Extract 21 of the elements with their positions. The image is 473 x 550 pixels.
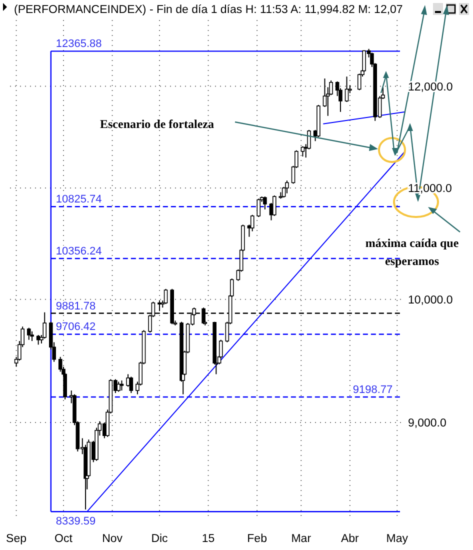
ref-line-label: 9198.77 xyxy=(352,384,393,396)
ref-line-label: 9881.78 xyxy=(56,300,96,312)
ref-line-label: 10356.24 xyxy=(56,245,102,258)
chart-title: (PERFORMANCEINDEX) - Fin de día 1 días H: 11:53 A: 11,994.82 M: 12,07 xyxy=(14,4,403,16)
ref-line-label: 12365.88 xyxy=(56,38,102,50)
x-tick-label: Dic xyxy=(151,533,168,545)
y-tick-label: 10,000.0 xyxy=(408,294,453,306)
x-tick-label: Feb xyxy=(247,533,267,545)
x-tick-label: Oct xyxy=(54,533,74,545)
x-tick-label: Nov xyxy=(102,533,123,545)
x-tick-label: May xyxy=(386,533,408,545)
ref-line-label: 9706.42 xyxy=(56,321,96,334)
annotation: máxima caída que esperamos xyxy=(365,236,460,268)
x-tick-label: Abr xyxy=(340,533,360,545)
x-tick-label: 15 xyxy=(202,533,215,545)
ref-line-label: 10825.74 xyxy=(56,194,102,206)
ref-line-label: 8339.59 xyxy=(56,516,96,528)
x-tick-label: Sep xyxy=(6,533,27,545)
x-tick-label: Mar xyxy=(291,533,312,545)
annotation: Escenario de fortaleza xyxy=(100,117,214,131)
y-tick-label: 9,000.0 xyxy=(408,418,446,430)
